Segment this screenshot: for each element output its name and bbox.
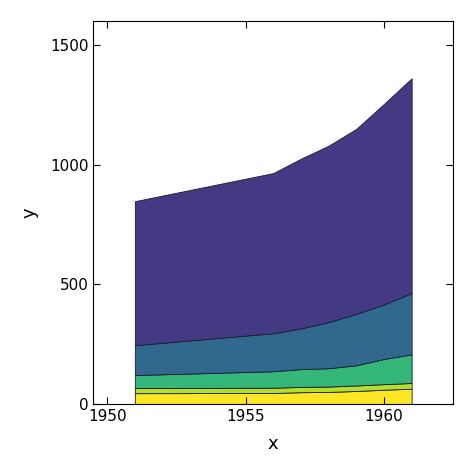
Y-axis label: y: y bbox=[21, 207, 39, 218]
X-axis label: x: x bbox=[268, 435, 279, 453]
